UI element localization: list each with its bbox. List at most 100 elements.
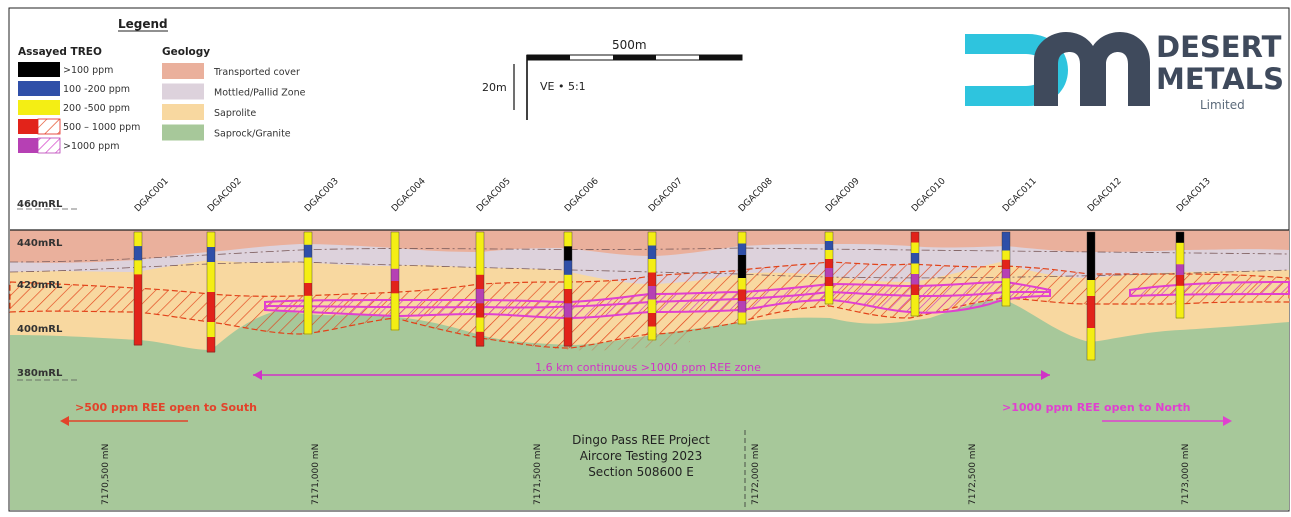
saprock-hatch-zone <box>470 318 690 351</box>
legend-treo-hatch <box>37 137 61 154</box>
drill-hole-interval <box>391 281 399 294</box>
logo-desert: DESERT <box>1156 30 1282 64</box>
drill-hole-interval <box>564 232 572 247</box>
drill-hole-interval <box>134 302 142 318</box>
zone-label-backing <box>510 359 786 374</box>
legend-treo-swatch <box>18 81 60 96</box>
drill-hole <box>1001 231 1011 307</box>
drill-hole-interval <box>825 241 833 251</box>
legend-geology-label: Transported cover <box>213 67 300 78</box>
legend-geology-item: Mottled/Pallid Zone <box>162 83 306 100</box>
drill-hole <box>303 231 313 335</box>
drill-hole-interval <box>1002 250 1010 261</box>
northing-label: 7171,000 mN <box>311 444 321 505</box>
drill-hole-interval <box>738 266 746 279</box>
drill-hole-interval <box>911 242 919 254</box>
drill-hole-interval <box>304 257 312 271</box>
scale-bar-segment-2 <box>613 55 656 60</box>
drill-hole-interval <box>911 232 919 243</box>
drill-hole <box>133 231 143 346</box>
drill-hole-interval <box>391 317 399 331</box>
legend-treo-swatch <box>18 100 60 115</box>
drill-hole-interval <box>1176 296 1184 308</box>
drill-hole-interval <box>1002 241 1010 252</box>
drill-hole-interval <box>207 247 215 263</box>
drill-hole-outline <box>206 231 216 353</box>
drill-hole-interval <box>207 337 215 353</box>
drill-hole-interval <box>391 232 399 245</box>
scale-bar-segment-3 <box>699 55 742 60</box>
drill-hole-interval <box>648 232 656 246</box>
legend-geology-swatch <box>162 124 204 141</box>
drill-hole-interval <box>304 244 312 259</box>
drill-hole-interval <box>304 232 312 246</box>
drill-hole-outline <box>1175 231 1185 319</box>
project-name: Dingo Pass REE Project <box>572 433 710 447</box>
drill-hole-interval <box>1002 232 1010 242</box>
legend-geology-swatch <box>162 63 204 79</box>
drill-hole-interval <box>738 289 746 302</box>
drill-hole-interval <box>1087 312 1095 329</box>
legend-treo-label: 200 -500 ppm <box>63 103 130 114</box>
drill-hole-interval <box>648 245 656 260</box>
drill-hole-interval <box>304 321 312 335</box>
drill-hole-interval <box>134 330 142 346</box>
drill-hole-interval <box>648 272 656 287</box>
drill-hole-interval <box>738 232 746 244</box>
drill-hole-outline <box>910 231 920 317</box>
drill-hole-interval <box>476 232 484 247</box>
drill-hole-interval <box>825 268 833 278</box>
drill-hole-outline <box>737 231 747 325</box>
northing-label: 7170,500 mN <box>101 444 111 505</box>
drill-hole-interval <box>738 278 746 290</box>
ree-1000-zone-north <box>1129 280 1290 298</box>
legend-treo-label: 100 -200 ppm <box>63 84 130 95</box>
drill-hole-interval <box>134 260 142 275</box>
scale-vertical-label: 20m <box>482 81 507 94</box>
legend-geology-label: Saprolite <box>214 108 256 119</box>
drill-hole-interval <box>1087 232 1095 249</box>
desert-metals-logo: DESERT METALS Limited <box>965 30 1284 112</box>
legend-treo-item: >100 ppm <box>18 62 113 77</box>
rl-label-420: 420mRL <box>17 280 63 291</box>
drill-hole-outline <box>303 231 313 335</box>
drill-hole-interval <box>648 313 656 327</box>
drill-hole-interval <box>825 286 833 296</box>
legend-title: Legend <box>118 17 168 31</box>
drill-hole-interval <box>1087 328 1095 345</box>
drill-hole-interval <box>1087 344 1095 361</box>
drill-hole-interval <box>207 232 215 248</box>
northing-labels: 7170,500 mN 7171,000 mN 7171,500 mN 7172,00… <box>101 444 1191 505</box>
drill-hole <box>1175 231 1185 319</box>
logo-limited: Limited <box>1200 98 1245 112</box>
drill-hole-interval <box>476 289 484 304</box>
legend-geology-label: Saprock/Granite <box>214 129 291 140</box>
drill-hole-interval <box>391 256 399 270</box>
drill-hole-interval <box>134 288 142 304</box>
south-label: >500 ppm REE open to South <box>75 401 257 414</box>
legend-treo-heading: Assayed TREO <box>18 46 102 58</box>
drill-hole-interval <box>304 270 312 284</box>
drill-hole-outline <box>563 231 573 347</box>
legend-geology-swatch <box>162 104 204 120</box>
northing-label: 7172,000 mN <box>751 444 761 505</box>
legend-geology-item: Transported cover <box>162 63 300 79</box>
drill-hole <box>206 231 216 353</box>
legend-treo-item: 500 – 1000 ppm <box>18 118 140 135</box>
rl-label-380: 380mRL <box>17 368 63 379</box>
drill-hole <box>1086 231 1096 361</box>
legend-treo-hatch <box>37 118 61 135</box>
drill-hole-interval <box>391 244 399 258</box>
legend-treo-swatch <box>18 138 38 153</box>
drill-hole-interval <box>134 274 142 289</box>
drill-hole-interval <box>564 246 572 262</box>
drill-hole-interval <box>1176 275 1184 287</box>
drill-hole-interval <box>825 259 833 269</box>
cover-boundary-line <box>9 247 1290 263</box>
drill-hole-outline <box>647 231 657 341</box>
drill-hole-interval <box>1087 296 1095 313</box>
drill-hole-interval <box>1002 287 1010 298</box>
drill-hole <box>910 231 920 317</box>
drill-hole-interval <box>911 263 919 275</box>
drill-hole-interval <box>207 262 215 278</box>
